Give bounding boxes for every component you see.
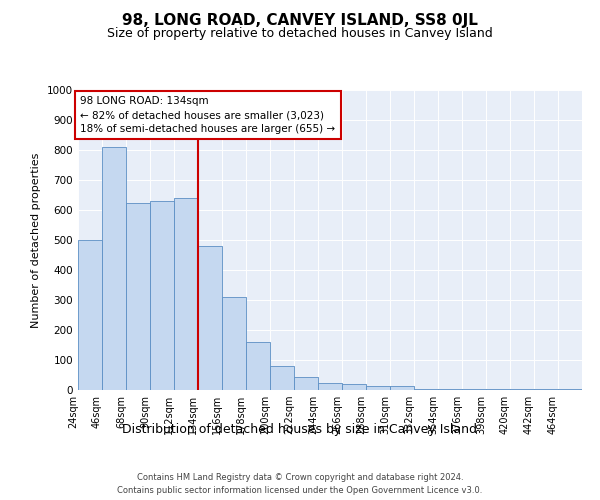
Bar [438,388,462,390]
Text: Distribution of detached houses by size in Canvey Island: Distribution of detached houses by size … [122,422,478,436]
Bar [198,246,222,390]
Bar [414,388,438,390]
Text: Size of property relative to detached houses in Canvey Island: Size of property relative to detached ho… [107,28,493,40]
Bar [78,240,102,390]
Bar [270,366,294,390]
Bar [366,386,390,390]
Bar [390,386,414,390]
Bar [462,389,486,390]
Bar [102,147,126,390]
Bar [246,342,270,390]
Bar [558,388,582,390]
Text: Contains HM Land Registry data © Crown copyright and database right 2024.
Contai: Contains HM Land Registry data © Crown c… [118,474,482,495]
Bar [222,297,246,390]
Bar [150,201,174,390]
Text: 98 LONG ROAD: 134sqm
← 82% of detached houses are smaller (3,023)
18% of semi-de: 98 LONG ROAD: 134sqm ← 82% of detached h… [80,96,335,134]
Bar [126,202,150,390]
Text: 98, LONG ROAD, CANVEY ISLAND, SS8 0JL: 98, LONG ROAD, CANVEY ISLAND, SS8 0JL [122,12,478,28]
Bar [174,198,198,390]
Bar [318,382,342,390]
Bar [294,376,318,390]
Bar [342,384,366,390]
Y-axis label: Number of detached properties: Number of detached properties [31,152,41,328]
